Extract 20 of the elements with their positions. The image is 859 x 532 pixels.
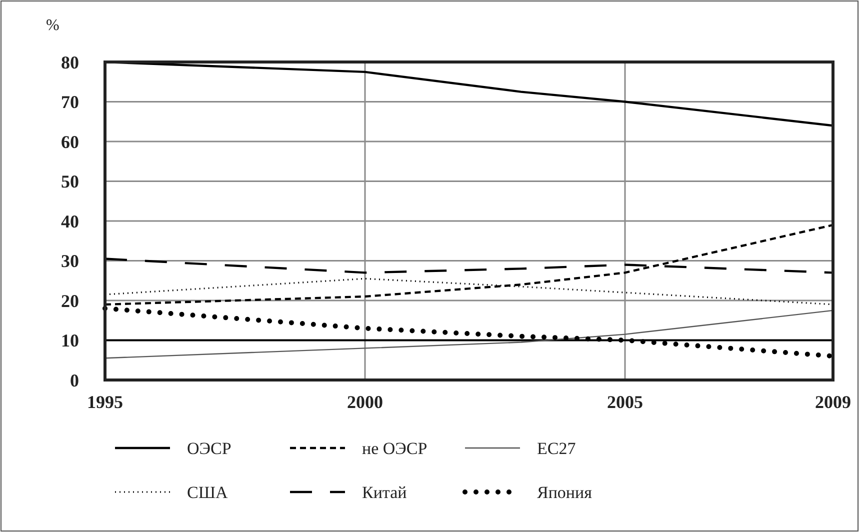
x-tick-label: 2009	[815, 392, 851, 412]
legend-label: Япония	[537, 482, 592, 502]
x-tick-label: 2005	[607, 392, 643, 412]
y-tick-label: 40	[61, 211, 79, 232]
y-tick-label: 80	[61, 52, 79, 72]
y-tick-label: 20	[61, 290, 79, 311]
x-tick-label: 2000	[347, 392, 383, 412]
legend-label: Китай	[362, 482, 407, 502]
legend-label: не ОЭСР	[362, 438, 428, 458]
y-tick-label: 10	[61, 330, 79, 351]
legend-label: ОЭСР	[187, 438, 232, 458]
y-tick-label: 0	[70, 370, 79, 390]
legend-label: США	[187, 482, 228, 502]
y-axis-title: %	[46, 17, 60, 34]
legend-label: ЕС27	[537, 438, 576, 458]
y-tick-label: 50	[61, 172, 79, 192]
y-tick-label: 30	[61, 251, 79, 272]
y-tick-label: 70	[61, 92, 79, 112]
x-tick-label: 1995	[87, 392, 123, 412]
y-tick-label: 60	[61, 132, 79, 152]
